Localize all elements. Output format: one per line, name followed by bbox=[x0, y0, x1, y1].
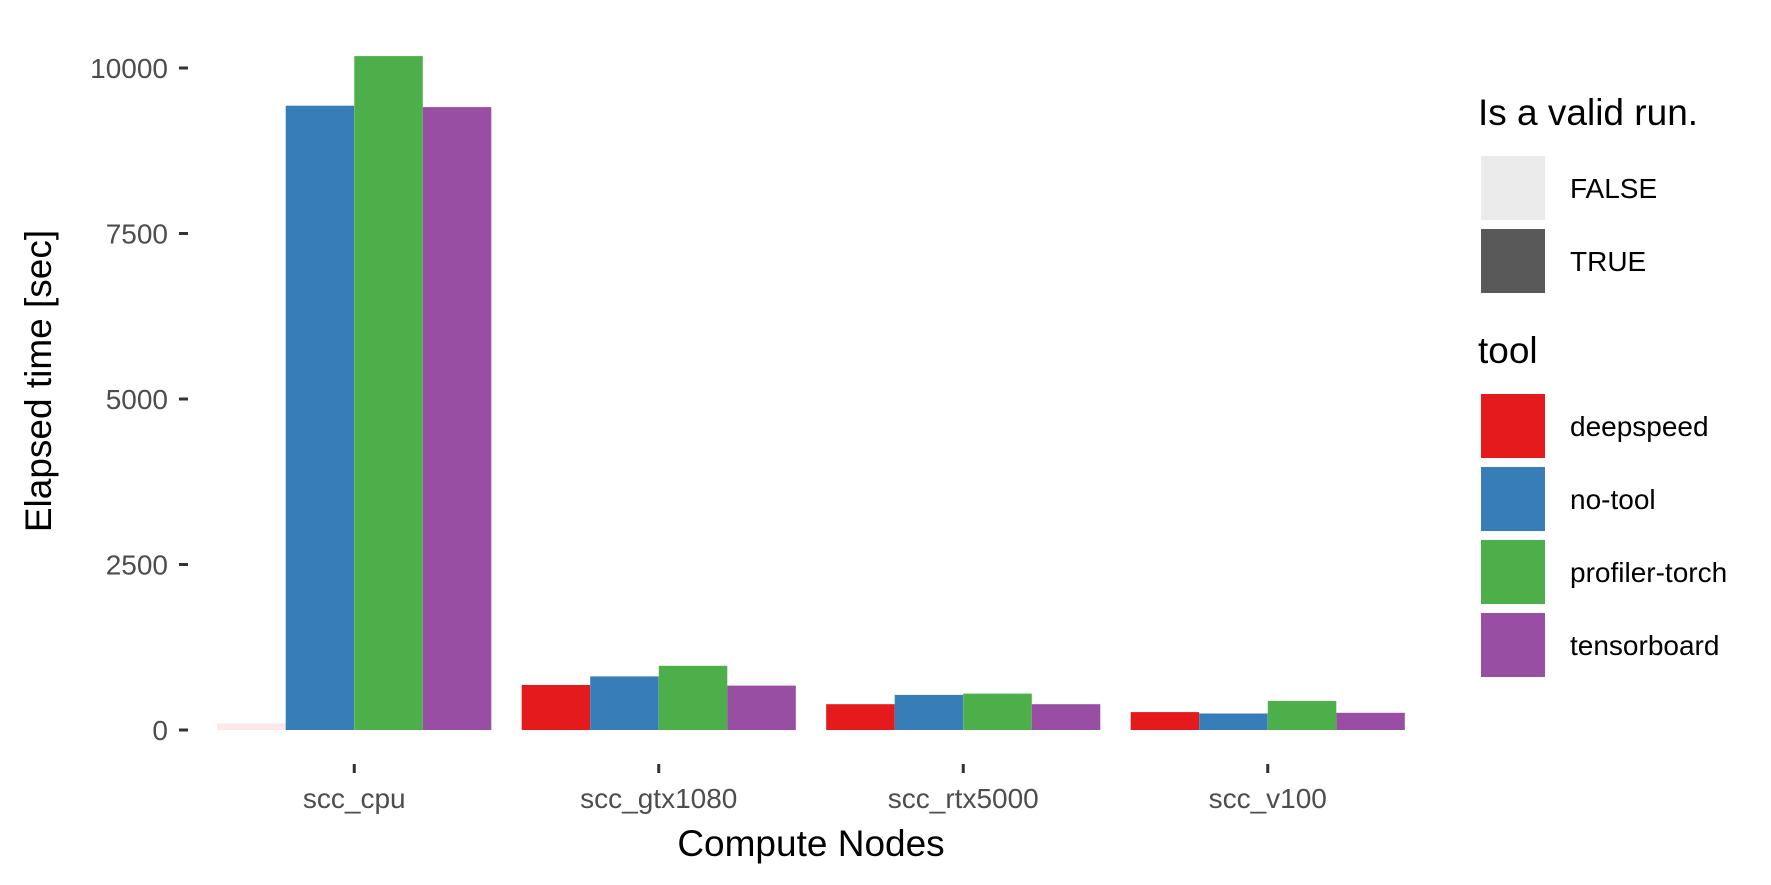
y-tick-label: 5000 bbox=[106, 384, 168, 415]
bar-profiler-torch-scc_gtx1080 bbox=[658, 665, 728, 730]
bar-deepspeed-scc_cpu bbox=[217, 723, 286, 730]
legend-label-tensorboard: tensorboard bbox=[1570, 630, 1719, 661]
y-tick-label: 10000 bbox=[90, 53, 168, 84]
y-axis: 0 2500 5000 7500 10000 bbox=[90, 53, 188, 746]
x-tick-label: scc_rtx5000 bbox=[888, 783, 1039, 814]
bar-no-tool-scc_cpu bbox=[285, 105, 355, 730]
bars-layer bbox=[217, 56, 1405, 731]
legend-label-no-tool: no-tool bbox=[1570, 484, 1656, 515]
bar-profiler-torch-scc_rtx5000 bbox=[963, 693, 1032, 730]
legend-key-deepspeed bbox=[1479, 392, 1547, 460]
legend-title: Is a valid run. bbox=[1478, 92, 1698, 133]
bar-deepspeed-scc_v100 bbox=[1130, 712, 1200, 730]
bar-no-tool-scc_v100 bbox=[1199, 713, 1268, 730]
bar-tensorboard-scc_v100 bbox=[1336, 712, 1405, 730]
legend-key-FALSE bbox=[1479, 154, 1547, 222]
legend: Is a valid run. FALSE TRUE tool deepspeed no-… bbox=[1478, 92, 1727, 679]
bar-profiler-torch-scc_cpu bbox=[354, 56, 423, 731]
y-tick-label: 0 bbox=[152, 715, 168, 746]
bar-deepspeed-scc_gtx1080 bbox=[521, 685, 591, 730]
bar-tensorboard-scc_cpu bbox=[422, 107, 492, 731]
y-axis-title: Elapsed time [sec] bbox=[18, 230, 59, 532]
bar-tensorboard-scc_gtx1080 bbox=[727, 685, 796, 730]
bar-tensorboard-scc_rtx5000 bbox=[1031, 704, 1101, 730]
x-axis-title: Compute Nodes bbox=[677, 823, 944, 864]
bar-no-tool-scc_rtx5000 bbox=[894, 694, 964, 730]
legend-key-no-tool bbox=[1479, 465, 1547, 533]
legend-label-profiler-torch: profiler-torch bbox=[1570, 557, 1727, 588]
legend-key-profiler-torch bbox=[1479, 538, 1547, 606]
x-tick-label: scc_v100 bbox=[1209, 783, 1327, 814]
bar-no-tool-scc_gtx1080 bbox=[590, 676, 659, 730]
legend-label-TRUE: TRUE bbox=[1570, 246, 1646, 277]
bar-deepspeed-scc_rtx5000 bbox=[826, 704, 895, 730]
legend-title: tool bbox=[1478, 330, 1538, 371]
legend-label-deepspeed: deepspeed bbox=[1570, 411, 1709, 442]
legend-key-TRUE bbox=[1479, 227, 1547, 295]
y-tick-label: 2500 bbox=[106, 550, 168, 581]
y-tick-label: 7500 bbox=[106, 219, 168, 250]
x-tick-label: scc_cpu bbox=[303, 783, 406, 814]
bar-profiler-torch-scc_v100 bbox=[1267, 700, 1337, 730]
x-tick-label: scc_gtx1080 bbox=[580, 783, 737, 814]
legend-label-FALSE: FALSE bbox=[1570, 173, 1657, 204]
legend-key-tensorboard bbox=[1479, 611, 1547, 679]
x-axis: scc_cpu scc_gtx1080 scc_rtx5000 scc_v100 bbox=[303, 764, 1327, 814]
